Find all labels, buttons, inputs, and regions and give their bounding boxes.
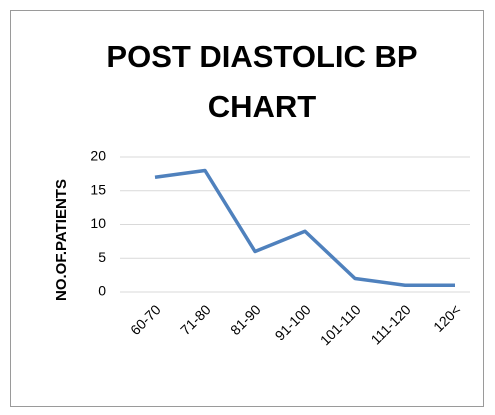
x-tick-label: 71-80 bbox=[177, 301, 214, 338]
x-tick-label: 111-120 bbox=[368, 301, 414, 347]
x-tick-label: 60-70 bbox=[127, 301, 164, 338]
data-line bbox=[154, 168, 455, 287]
chart-title: POST DIASTOLIC BP CHART bbox=[106, 39, 418, 124]
y-tick-label: 10 bbox=[90, 215, 106, 231]
y-tick-label: 20 bbox=[90, 148, 106, 164]
x-tick-label: 91-100 bbox=[272, 301, 314, 343]
x-tick-label: 81-90 bbox=[227, 301, 264, 338]
x-tick-label: 120< bbox=[430, 301, 464, 335]
chart-frame bbox=[10, 10, 484, 407]
y-axis-label: NO.OF.PATIENTS bbox=[53, 179, 70, 301]
y-tick-label: 5 bbox=[98, 249, 106, 265]
x-tick-label: 101-110 bbox=[317, 301, 364, 348]
y-tick-label: 15 bbox=[90, 181, 106, 197]
y-tick-label: 0 bbox=[98, 283, 106, 299]
